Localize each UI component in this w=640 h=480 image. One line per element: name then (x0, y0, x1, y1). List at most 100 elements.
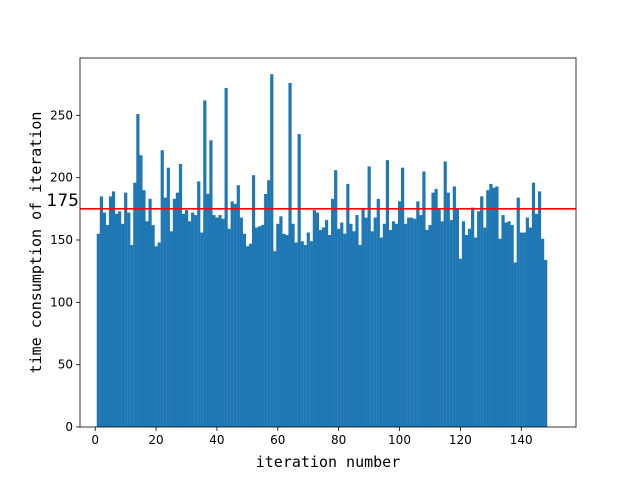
bar (240, 218, 243, 427)
x-tick-label: 60 (270, 433, 285, 447)
bar (295, 243, 298, 428)
bar (529, 228, 532, 427)
bar (142, 190, 145, 427)
bar (495, 186, 498, 427)
bar (115, 214, 118, 427)
bar (148, 199, 151, 427)
bar (474, 238, 477, 427)
bar (331, 199, 334, 427)
bar (173, 199, 176, 427)
bar (158, 243, 161, 428)
x-tick-label: 0 (91, 433, 99, 447)
x-tick-label: 40 (209, 433, 224, 447)
bar (328, 235, 331, 427)
bar (112, 191, 115, 427)
bar (203, 100, 206, 427)
bar (544, 260, 547, 427)
bar (352, 231, 355, 427)
x-tick-label: 20 (148, 433, 163, 447)
bar (270, 74, 273, 427)
bar (386, 160, 389, 427)
bar (410, 218, 413, 427)
bar (459, 259, 462, 427)
bar (377, 199, 380, 427)
bar (413, 219, 416, 427)
bar (291, 224, 294, 427)
bar (431, 193, 434, 427)
bar (504, 223, 507, 427)
bar (191, 213, 194, 427)
bar (231, 201, 234, 427)
bar (340, 223, 343, 427)
bar (416, 201, 419, 427)
bar (243, 234, 246, 427)
bar (249, 244, 252, 427)
bar (480, 196, 483, 427)
bar (161, 150, 164, 427)
bar (200, 233, 203, 427)
bar (456, 209, 459, 427)
bar (374, 218, 377, 427)
bar (307, 233, 310, 427)
bar (261, 225, 264, 427)
bar (285, 235, 288, 427)
bar (498, 239, 501, 427)
bar (152, 225, 155, 427)
bar (197, 181, 200, 427)
x-tick-label: 80 (331, 433, 346, 447)
bar (121, 224, 124, 427)
bar (392, 221, 395, 427)
bar (349, 224, 352, 427)
bar (288, 83, 291, 427)
bar (182, 214, 185, 427)
bar (218, 215, 221, 427)
bar (383, 224, 386, 427)
y-tick-label: 200 (50, 171, 73, 185)
bar (304, 245, 307, 427)
y-tick-label: 100 (50, 295, 73, 309)
bar (404, 224, 407, 427)
bar (361, 209, 364, 427)
bar (209, 140, 212, 427)
bar (316, 213, 319, 427)
bar (511, 225, 514, 427)
bar (310, 241, 313, 427)
bar (136, 114, 139, 427)
bar (155, 246, 158, 427)
bar (398, 201, 401, 427)
bar (395, 224, 398, 427)
x-axis-ticks: 0 20 40 60 80 100 120 140 (91, 427, 532, 447)
y-axis-label: time consumption of iteration (27, 112, 45, 374)
bar (371, 231, 374, 427)
bar (130, 245, 133, 427)
y-tick-label: 250 (50, 108, 73, 122)
bar (358, 245, 361, 427)
bar (365, 218, 368, 427)
bar (438, 209, 441, 427)
reference-line-label: 175 (47, 191, 79, 211)
bar (435, 189, 438, 427)
y-tick-label: 0 (65, 420, 73, 434)
bar (346, 184, 349, 427)
bar (447, 193, 450, 427)
bar (258, 226, 261, 427)
bar (298, 134, 301, 427)
bar (450, 220, 453, 427)
bar (428, 225, 431, 427)
bar (419, 215, 422, 427)
bar (535, 214, 538, 427)
bar (468, 229, 471, 427)
bar (538, 191, 541, 427)
bar (477, 211, 480, 427)
bar (237, 185, 240, 427)
bar (103, 213, 106, 427)
bar (185, 210, 188, 427)
bar (127, 213, 130, 427)
bar (355, 215, 358, 427)
bar (106, 225, 109, 427)
bar (228, 229, 231, 427)
bar (279, 216, 282, 427)
bar (170, 231, 173, 427)
bar (252, 175, 255, 427)
